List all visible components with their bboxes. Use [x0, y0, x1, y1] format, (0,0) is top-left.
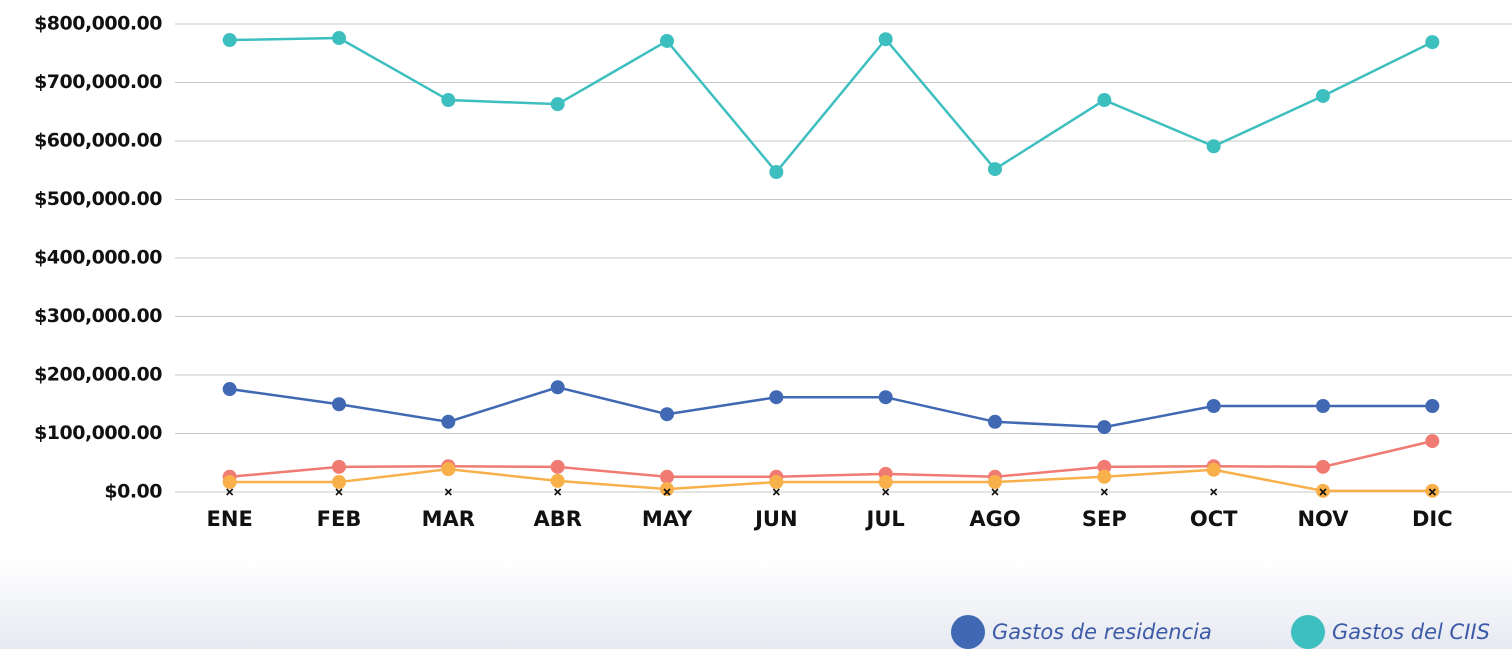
point [1097, 93, 1112, 108]
series-line [229, 385, 1433, 429]
point [332, 475, 346, 490]
x-marker [1428, 488, 1436, 496]
point [660, 482, 674, 497]
point [1425, 483, 1440, 498]
y-tick-label: $0.00 [104, 481, 162, 503]
point [769, 165, 784, 180]
x-tick-label: ABR [533, 507, 581, 531]
point [550, 97, 565, 112]
x-tick-label: MAY [642, 507, 693, 531]
point [550, 459, 565, 474]
point [222, 382, 237, 397]
point [332, 459, 346, 474]
point [550, 473, 565, 488]
point [988, 475, 1002, 490]
x-tick-label: SEP [1082, 507, 1127, 531]
point [660, 469, 674, 484]
y-tick-label: $200,000.00 [34, 364, 162, 386]
x-marker [554, 488, 562, 496]
point [878, 475, 893, 490]
x-marker [991, 488, 999, 496]
point [1316, 399, 1330, 414]
point [1425, 434, 1440, 449]
x-marker [1319, 488, 1327, 496]
legend-label: Gastos de residencia [992, 620, 1212, 644]
point [988, 414, 1002, 429]
point [441, 462, 456, 477]
point [1097, 420, 1112, 435]
point [1097, 469, 1112, 484]
point [550, 380, 565, 395]
point [660, 33, 674, 48]
point [769, 390, 784, 405]
legend-swatch [1291, 615, 1325, 649]
point [769, 475, 784, 490]
y-tick-label: $300,000.00 [34, 305, 162, 327]
y-tick-label: $700,000.00 [34, 71, 162, 93]
point [1316, 483, 1330, 498]
x-tick-label: AGO [969, 507, 1020, 531]
y-tick-label: $600,000.00 [34, 130, 162, 152]
x-marker [335, 488, 343, 496]
point [660, 407, 674, 422]
x-marker [1100, 488, 1108, 496]
series-line [229, 439, 1433, 479]
y-tick-label: $500,000.00 [34, 188, 162, 210]
x-marker [882, 488, 890, 496]
point [1206, 462, 1221, 477]
point [1425, 399, 1440, 414]
point [222, 475, 237, 490]
point [1316, 459, 1330, 474]
x-tick-label: OCT [1190, 507, 1238, 531]
point [1206, 139, 1221, 154]
series-line [229, 467, 1433, 493]
y-tick-label: $100,000.00 [34, 422, 162, 444]
point [222, 33, 237, 48]
y-tick-label: $400,000.00 [34, 247, 162, 269]
x-marker [226, 488, 234, 496]
legend-swatch [951, 615, 985, 649]
footer-band [0, 560, 1512, 649]
point [332, 397, 346, 412]
y-tick-label: $800,000.00 [34, 13, 162, 35]
x-marker [444, 488, 452, 496]
point [1206, 399, 1221, 414]
x-marker [772, 488, 780, 496]
x-tick-label: FEB [317, 507, 362, 531]
x-marker [663, 488, 671, 496]
x-tick-label: ENE [207, 507, 253, 531]
series-line [229, 36, 1433, 174]
x-tick-label: DIC [1412, 507, 1453, 531]
point [332, 31, 346, 46]
x-tick-label: JUL [865, 507, 905, 531]
point [878, 32, 893, 47]
point [1425, 35, 1440, 50]
x-tick-label: JUN [753, 507, 797, 531]
x-tick-label: MAR [422, 507, 475, 531]
x-marker [1210, 488, 1218, 496]
point [441, 93, 456, 108]
point [878, 390, 893, 405]
point [1097, 459, 1112, 474]
x-tick-label: NOV [1297, 507, 1349, 531]
point [441, 414, 456, 429]
point [1316, 88, 1330, 103]
point [988, 162, 1002, 177]
legend-label: Gastos del CIIS [1332, 620, 1490, 644]
